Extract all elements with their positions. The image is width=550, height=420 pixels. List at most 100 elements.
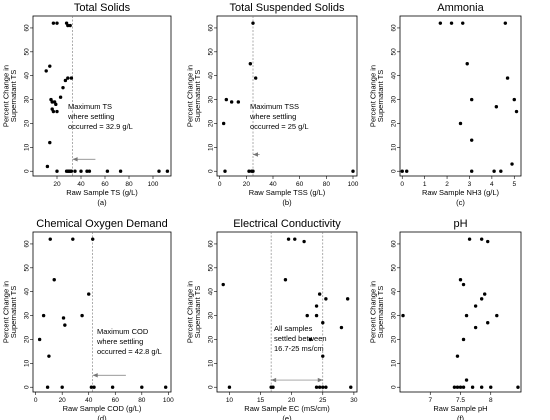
- data-point: [455, 354, 460, 358]
- y-tick-label: 20: [391, 119, 398, 127]
- x-axis-label: Raw Sample pH: [433, 404, 487, 413]
- data-point: [458, 278, 463, 282]
- plot-area: [399, 231, 522, 393]
- data-point: [45, 164, 50, 169]
- y-tick-label: 50: [391, 264, 398, 272]
- y-tick-label: 10: [24, 143, 31, 151]
- data-point: [118, 169, 123, 173]
- panel-label: (e): [282, 414, 292, 420]
- data-point: [464, 313, 469, 318]
- y-tick-label: 0: [24, 385, 31, 389]
- data-point: [47, 354, 51, 358]
- x-tick-label: 5: [512, 181, 516, 188]
- data-point: [499, 169, 503, 173]
- data-point: [449, 21, 454, 25]
- data-point: [470, 97, 474, 102]
- panel-label: (f): [457, 414, 465, 420]
- x-tick-label: 10: [226, 397, 234, 404]
- y-tick-label: 60: [391, 24, 398, 32]
- data-point: [503, 21, 508, 25]
- data-point: [314, 385, 319, 389]
- data-point: [470, 138, 474, 142]
- y-tick-label: 30: [208, 96, 215, 104]
- y-tick-label: 40: [391, 288, 398, 296]
- annotation-text: where settling: [67, 112, 114, 121]
- x-tick-label: 20: [243, 181, 251, 188]
- data-point: [44, 69, 48, 73]
- y-tick-label: 10: [208, 143, 215, 151]
- chart-panel-2: Total Suspended Solids 0 10 20 30 40 50 60 0 20 40…: [185, 2, 359, 207]
- plot-area: [32, 15, 172, 177]
- data-point: [305, 313, 309, 318]
- x-tick-label: 20: [53, 181, 61, 188]
- annotation-text: Maximum TS: [68, 102, 112, 111]
- y-tick-label: 10: [391, 143, 398, 151]
- data-point: [516, 385, 520, 389]
- y-tick-label: 20: [391, 335, 398, 343]
- data-point: [467, 237, 472, 241]
- x-tick-label: 100: [348, 181, 359, 188]
- data-point: [321, 354, 325, 358]
- data-point: [163, 385, 168, 389]
- y-tick-label: 10: [208, 359, 215, 367]
- annotation-text: occurred = 42.8 g/L: [97, 347, 162, 356]
- y-tick-label: 60: [208, 240, 215, 248]
- x-tick-label: 20: [59, 397, 67, 404]
- data-point: [461, 337, 466, 342]
- chart-title: Total Solids: [74, 2, 131, 14]
- arrow-head: [317, 377, 323, 383]
- chart-title: pH: [453, 218, 467, 230]
- data-point: [489, 385, 493, 389]
- chart-title: Chemical Oxygen Demand: [36, 218, 167, 230]
- data-point: [458, 385, 463, 389]
- data-point: [48, 64, 52, 68]
- data-point: [221, 282, 225, 287]
- data-point: [58, 95, 63, 99]
- y-tick-label: 0: [208, 385, 215, 389]
- x-tick-label: 7: [428, 397, 432, 404]
- y-tick-label: 60: [391, 240, 398, 248]
- chart-panel-1: Total Solids 0 10 20 30 40 50 60 20 40 60 80 100 Raw …: [1, 2, 172, 207]
- x-tick-label: 100: [163, 397, 174, 404]
- arrow-head: [271, 377, 277, 383]
- data-point: [293, 237, 297, 241]
- data-point: [221, 121, 226, 126]
- annotation-text: All samples: [274, 324, 313, 333]
- y-tick-label: 60: [208, 24, 215, 32]
- data-point: [60, 385, 64, 389]
- data-point: [66, 23, 70, 28]
- y-tick-label: 30: [24, 96, 31, 104]
- data-point: [317, 385, 322, 389]
- data-point: [345, 297, 350, 301]
- data-point: [314, 304, 319, 308]
- x-tick-label: 25: [319, 397, 327, 404]
- data-point: [473, 304, 478, 308]
- data-point: [89, 385, 94, 389]
- plot-area: [32, 231, 172, 393]
- chart-title: Total Suspended Solids: [230, 2, 345, 14]
- data-point: [248, 62, 253, 66]
- x-tick-label: 1: [423, 181, 427, 188]
- data-point: [55, 169, 59, 173]
- data-point: [68, 23, 72, 28]
- data-point: [514, 109, 519, 114]
- data-point: [140, 385, 144, 389]
- x-tick-label: 80: [138, 397, 146, 404]
- data-point: [405, 169, 409, 173]
- x-tick-label: 40: [85, 397, 93, 404]
- data-point: [486, 321, 490, 325]
- data-point: [55, 109, 59, 114]
- data-point: [465, 62, 469, 66]
- x-axis-label: Raw Sample COD (g/L): [63, 404, 142, 413]
- data-point: [37, 337, 42, 342]
- data-point: [464, 378, 469, 382]
- data-point: [512, 97, 516, 102]
- x-tick-label: 80: [125, 181, 133, 188]
- y-tick-label: 60: [24, 24, 31, 32]
- data-point: [69, 169, 74, 173]
- x-axis-label: Raw Sample TS (g/L): [66, 188, 138, 197]
- x-tick-label: 40: [269, 181, 277, 188]
- y-tick-label: 40: [24, 72, 31, 80]
